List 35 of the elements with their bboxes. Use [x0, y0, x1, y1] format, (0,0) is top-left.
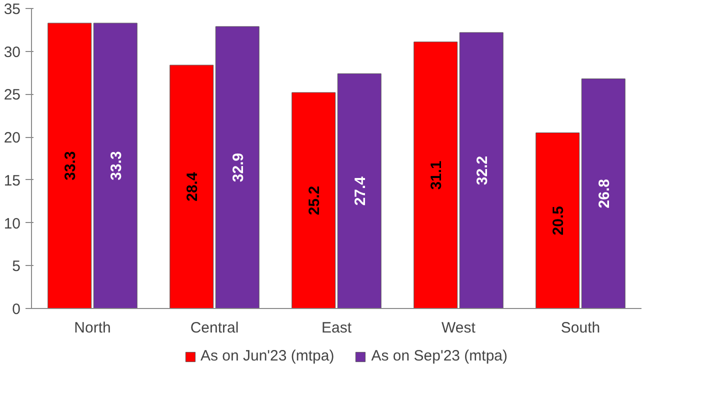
bar	[93, 22, 138, 308]
legend-label: As on Jun'23 (mtpa)	[200, 348, 334, 364]
x-tick-label: North	[74, 320, 111, 336]
bar	[414, 42, 458, 308]
y-tick-label: 20	[4, 130, 21, 147]
x-tick-label: South	[560, 320, 600, 336]
y-tick-label: 10	[4, 215, 21, 232]
y-tick-label: 0	[12, 301, 20, 318]
legend-label: As on Sep'23 (mtpa)	[371, 348, 508, 364]
y-tick-label: 25	[4, 86, 21, 104]
bar	[215, 26, 260, 308]
bar	[459, 32, 504, 308]
data-label: 32.2	[474, 156, 491, 186]
y-tick-label: 5	[12, 258, 20, 276]
x-tick-label: Central	[190, 320, 239, 336]
bar	[536, 132, 580, 308]
bar	[337, 73, 382, 308]
x-tick-label: East	[321, 320, 352, 336]
data-label: 28.4	[184, 172, 202, 202]
data-label: 26.8	[596, 179, 613, 208]
bar	[581, 78, 626, 308]
data-label: 20.5	[550, 206, 568, 236]
data-label: 27.4	[352, 176, 369, 206]
data-label: 31.1	[428, 160, 446, 190]
data-label: 33.3	[62, 151, 80, 180]
y-tick-label: 30	[4, 44, 21, 61]
y-tick-label: 15	[4, 172, 21, 190]
bar	[48, 22, 92, 308]
bar	[170, 64, 214, 308]
data-label: 25.2	[306, 186, 324, 216]
x-tick-label: West	[442, 320, 476, 336]
bar	[292, 92, 336, 308]
y-tick-label: 35	[4, 1, 21, 18]
data-label: 32.9	[230, 152, 247, 182]
data-label: 33.3	[108, 151, 125, 180]
